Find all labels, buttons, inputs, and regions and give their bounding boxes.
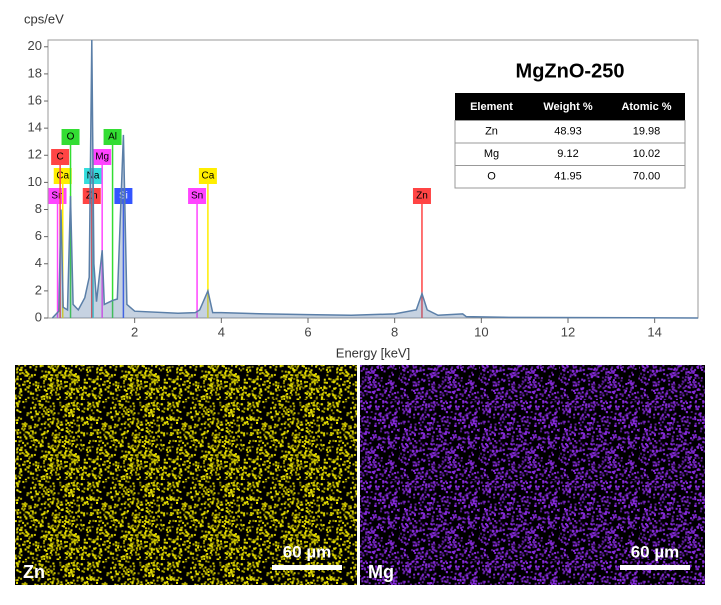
marker-box [82,188,101,204]
table-cell: 19.98 [633,126,661,138]
x-tick-label: 2 [131,324,138,339]
table-cell: Mg [484,148,499,160]
y-tick-label: 16 [28,92,42,107]
scale-bar-label: 60 µm [283,542,332,561]
y-tick-label: 8 [35,201,42,216]
marker-label: Mg [95,152,109,163]
scale-bar [620,565,690,570]
x-axis-label: Energy [keV] [336,345,410,360]
table-cell: Zn [485,126,498,138]
y-tick-label: 18 [28,65,42,80]
y-tick-label: 20 [28,38,42,53]
marker-label: Sn [51,191,63,202]
table-cell: 41.95 [554,171,582,183]
y-axis-label: cps/eV [24,11,64,26]
marker-box [198,168,217,184]
marker-box [188,188,207,204]
plot-frame [47,39,699,319]
marker-label: Sn [191,191,203,202]
y-tick-label: 4 [35,255,42,270]
marker-box [53,168,72,184]
marker-box [51,149,70,165]
marker-box [412,188,431,204]
table-cell: 10.02 [633,148,661,160]
marker-label: Zn [416,191,428,202]
x-tick-label: 14 [647,324,661,339]
marker-label: Ca [202,171,215,182]
y-tick-label: 10 [28,174,42,189]
y-tick-label: 6 [35,228,42,243]
marker-label: Si [119,191,128,202]
table-cell: 70.00 [633,171,661,183]
map-label: Mg [368,562,394,582]
table-row [454,165,686,189]
marker-box [103,129,122,145]
marker-box [114,188,133,204]
marker-label: Al [108,132,117,143]
table-cell: 48.93 [554,126,582,138]
table-cell: O [487,171,496,183]
y-tick-label: 0 [35,309,42,324]
map-image [15,365,357,585]
x-tick-label: 10 [474,324,488,339]
marker-box [93,149,112,165]
table-header-bg [455,93,685,121]
scale-bar-label: 60 µm [631,542,680,561]
marker-label: C [57,152,64,163]
x-tick-label: 4 [218,324,225,339]
table-header: Element [470,101,513,113]
table-header: Atomic % [621,101,671,113]
y-tick-label: 12 [28,147,42,162]
spectrum-line [51,39,699,319]
y-tick-label: 2 [35,282,42,297]
x-tick-label: 12 [561,324,575,339]
map-image [360,365,705,585]
scale-bar [272,565,342,570]
marker-box [61,129,80,145]
map-label: Zn [23,562,45,582]
marker-label: Zn [86,191,98,202]
marker-label: Ca [56,171,69,182]
table-cell: 9.12 [557,148,578,160]
y-tick-label: 14 [28,120,42,135]
table-header: Weight % [543,101,593,113]
x-tick-label: 8 [391,324,398,339]
x-tick-label: 6 [304,324,311,339]
marker-label: O [67,132,75,143]
chart-title: MgZnO-250 [516,60,625,82]
